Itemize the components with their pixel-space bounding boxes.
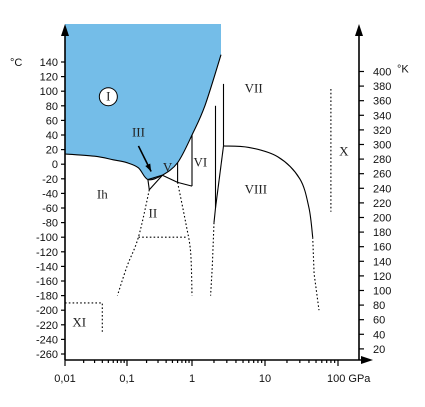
left-tick-label: -200	[36, 305, 58, 317]
left-tick-label: -180	[36, 291, 58, 303]
ice-iii-pointer-arrowhead	[145, 163, 152, 172]
region-label-xi: XI	[72, 314, 86, 329]
x-tick-label: 0,1	[119, 373, 134, 385]
right-tick-label: 300	[373, 139, 391, 151]
phase-boundary-9	[213, 207, 217, 223]
estimated-boundary-4	[210, 222, 215, 296]
right-tick-label: 160	[373, 242, 391, 254]
left-tick-label: -80	[42, 218, 58, 230]
liquid-water-region	[65, 24, 221, 180]
left-tick-label: 20	[46, 145, 58, 157]
left-tick-label: -220	[36, 320, 58, 332]
region-label-v: V	[163, 160, 173, 175]
left-tick-label: 60	[46, 115, 58, 127]
left-tick-label: -60	[42, 203, 58, 215]
ice-i-circle	[98, 87, 118, 107]
left-tick-label: 120	[40, 72, 58, 84]
x-tick-label: 0,01	[54, 373, 75, 385]
estimated-boundary-6	[65, 302, 103, 333]
right-tick-label: 60	[373, 315, 385, 327]
left-tick-label: -120	[36, 247, 58, 259]
kelvin-unit-label: °K	[397, 63, 409, 75]
right-tick-label: 260	[373, 169, 391, 181]
x-tick-label: 100 GPa	[327, 373, 371, 385]
region-label-ih: Ih	[97, 187, 108, 202]
estimated-boundary-2	[177, 182, 193, 296]
right-tick-label: 140	[373, 256, 391, 268]
estimated-boundary-5	[312, 237, 320, 311]
left-tick-label: -240	[36, 334, 58, 346]
left-y-axis-arrowhead	[61, 24, 69, 36]
region-label-vi: VI	[193, 154, 207, 169]
right-tick-label: 400	[373, 66, 391, 78]
right-tick-label: 80	[373, 300, 385, 312]
phase-boundary-6	[177, 181, 193, 187]
phase-boundary-12	[214, 145, 225, 209]
left-tick-label: 100	[40, 86, 58, 98]
celsius-unit-label: °C	[10, 57, 22, 69]
left-tick-label: -100	[36, 232, 58, 244]
left-tick-label: -40	[42, 188, 58, 200]
phase-boundary-2	[147, 174, 163, 181]
right-tick-label: 360	[373, 96, 391, 108]
region-label-vii: VII	[245, 81, 263, 96]
region-label-i: I	[106, 89, 110, 104]
phase-boundary-4	[162, 174, 178, 183]
left-tick-label: -140	[36, 261, 58, 273]
left-tick-label: -260	[36, 349, 58, 361]
x-axis-arrowhead	[361, 356, 373, 364]
right-tick-label: 280	[373, 154, 391, 166]
region-label-viii: VIII	[245, 181, 267, 196]
estimated-boundary-1	[116, 189, 150, 296]
region-label-iii: III	[132, 124, 145, 139]
right-tick-label: 240	[373, 183, 391, 195]
left-tick-label: 0	[52, 159, 58, 171]
right-tick-label: 180	[373, 227, 391, 239]
right-tick-label: 100	[373, 285, 391, 297]
right-tick-label: 20	[373, 344, 385, 356]
right-tick-label: 120	[373, 271, 391, 283]
x-tick-label: 1	[189, 373, 195, 385]
region-label-ii: II	[149, 205, 158, 220]
right-tick-label: 380	[373, 81, 391, 93]
left-tick-label: 140	[40, 57, 58, 69]
right-tick-label: 200	[373, 212, 391, 224]
left-tick-label: -160	[36, 276, 58, 288]
phase-boundary-11	[223, 145, 314, 238]
phase-boundary-1	[147, 179, 150, 190]
left-tick-label: 40	[46, 130, 58, 142]
phase-boundary-3	[148, 174, 163, 191]
left-tick-label: -20	[42, 174, 58, 186]
region-label-x: X	[339, 143, 349, 158]
right-tick-label: 220	[373, 198, 391, 210]
right-tick-label: 320	[373, 125, 391, 137]
x-tick-label: 10	[259, 373, 271, 385]
right-tick-label: 40	[373, 329, 385, 341]
left-tick-label: 80	[46, 101, 58, 113]
right-tick-label: 340	[373, 110, 391, 122]
right-y-axis-arrowhead	[355, 24, 363, 36]
